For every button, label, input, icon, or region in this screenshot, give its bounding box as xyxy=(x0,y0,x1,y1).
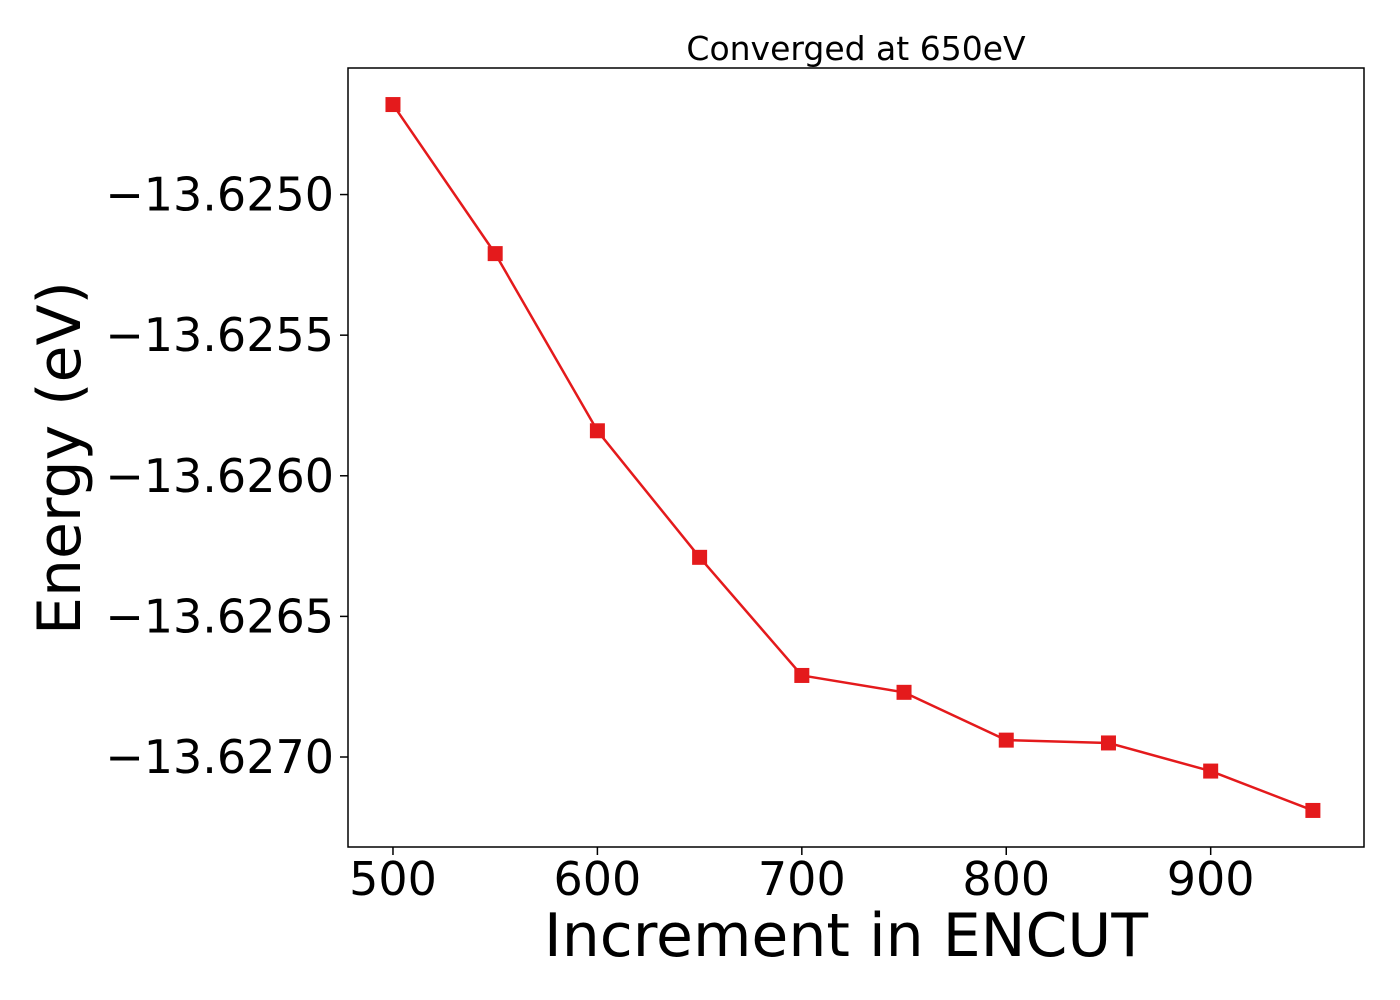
y-tick-label: −13.6255 xyxy=(105,308,334,362)
y-tick-label: −13.6265 xyxy=(105,589,334,643)
data-point xyxy=(1100,735,1116,751)
x-tick-label: 700 xyxy=(758,852,846,906)
y-axis-title: Energy (eV) xyxy=(25,281,95,635)
x-axis: 500 600 700 800 900 xyxy=(349,847,1255,906)
data-point xyxy=(998,732,1014,748)
chart-title: Converged at 650eV xyxy=(686,29,1026,68)
data-point xyxy=(692,549,708,565)
data-point xyxy=(896,684,912,700)
data-point xyxy=(487,246,503,262)
y-axis: −13.6250 −13.6255 −13.6260 −13.6265 −13.6270 xyxy=(105,168,348,784)
y-tick-label: −13.6250 xyxy=(105,168,334,222)
y-tick-label: −13.6270 xyxy=(105,730,334,784)
data-point xyxy=(1305,802,1321,818)
data-point xyxy=(794,667,810,683)
series-layer xyxy=(385,97,1321,818)
plot-frame xyxy=(347,67,1365,848)
data-point xyxy=(385,97,401,113)
x-tick-label: 500 xyxy=(349,852,437,906)
x-axis-title: Increment in ENCUT xyxy=(544,901,1148,971)
data-point xyxy=(589,423,605,439)
x-tick-label: 600 xyxy=(553,852,641,906)
y-tick-label: −13.6260 xyxy=(105,449,334,503)
series-line xyxy=(391,103,1314,812)
x-tick-label: 900 xyxy=(1167,852,1255,906)
data-point xyxy=(1203,763,1219,779)
x-tick-label: 800 xyxy=(962,852,1050,906)
